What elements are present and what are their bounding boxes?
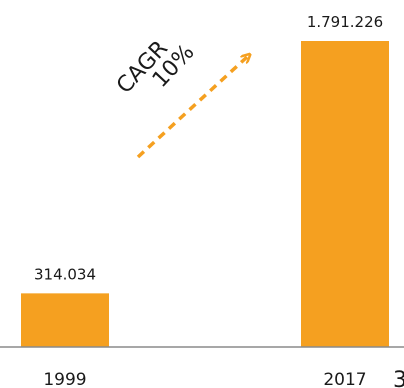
bars-group	[21, 41, 389, 347]
x-tick-labels: 1999 2017	[43, 370, 366, 388]
page-number: 3	[393, 368, 404, 388]
data-label-2017: 1.791.226	[307, 13, 383, 31]
bar-2017	[301, 41, 389, 347]
cagr-annotation: CAGR 10%	[112, 36, 199, 99]
x-tick-1999: 1999	[43, 370, 86, 388]
cagr-arrow	[136, 57, 247, 159]
x-tick-2017: 2017	[323, 370, 366, 388]
bar-1999	[21, 293, 109, 347]
data-label-1999: 314.034	[34, 265, 96, 283]
data-labels: 314.034 1.791.226	[34, 13, 383, 283]
